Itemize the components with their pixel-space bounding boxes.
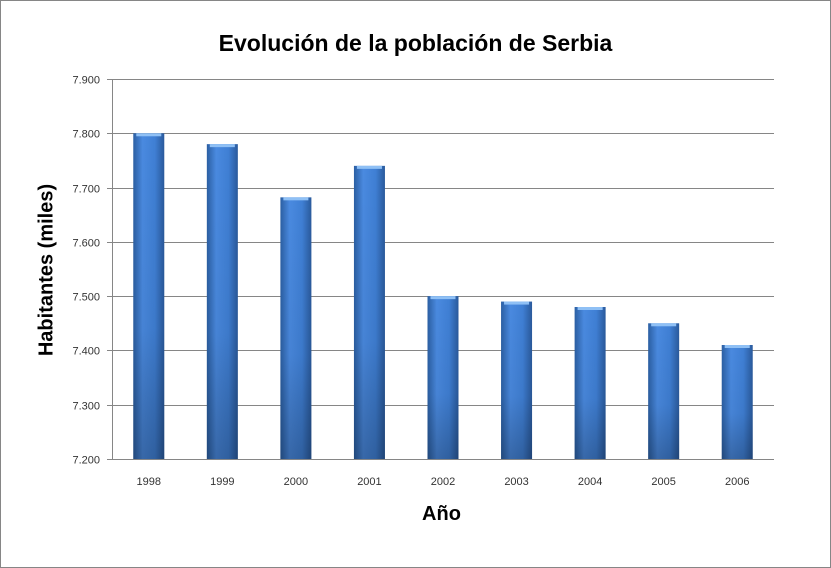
y-tick-label: 7.300 (72, 401, 100, 413)
x-tick-label: 2000 (284, 476, 308, 488)
y-tick-label: 7.400 (72, 346, 100, 358)
y-tick-label: 7.500 (72, 292, 100, 304)
bar-2004 (574, 307, 606, 459)
chart-title: Evolución de la población de Serbia (218, 30, 613, 56)
y-tick-label: 7.800 (72, 129, 100, 141)
y-tick-label: 7.200 (72, 455, 100, 467)
x-axis-label: Año (422, 503, 461, 525)
x-tick-label: 1998 (137, 476, 161, 488)
x-tick-label: 2004 (578, 476, 602, 488)
bar-2006 (721, 345, 753, 459)
bar-2002 (427, 296, 459, 459)
x-tick-label: 2006 (725, 476, 749, 488)
bar-2001 (353, 165, 385, 459)
bar-1999 (206, 144, 238, 459)
bar-2005 (648, 323, 680, 459)
y-tick-label: 7.900 (72, 75, 100, 87)
y-tick-label: 7.600 (72, 238, 100, 250)
x-tick-label: 2005 (651, 476, 675, 488)
x-tick-label: 2003 (504, 476, 528, 488)
x-tick-label: 2001 (357, 476, 381, 488)
y-tick-label: 7.700 (72, 184, 100, 196)
x-tick-label: 1999 (210, 476, 234, 488)
bar-1998 (133, 133, 165, 460)
bar-2003 (501, 301, 533, 459)
bar-2000 (280, 197, 312, 460)
x-tick-label: 2002 (431, 476, 455, 488)
